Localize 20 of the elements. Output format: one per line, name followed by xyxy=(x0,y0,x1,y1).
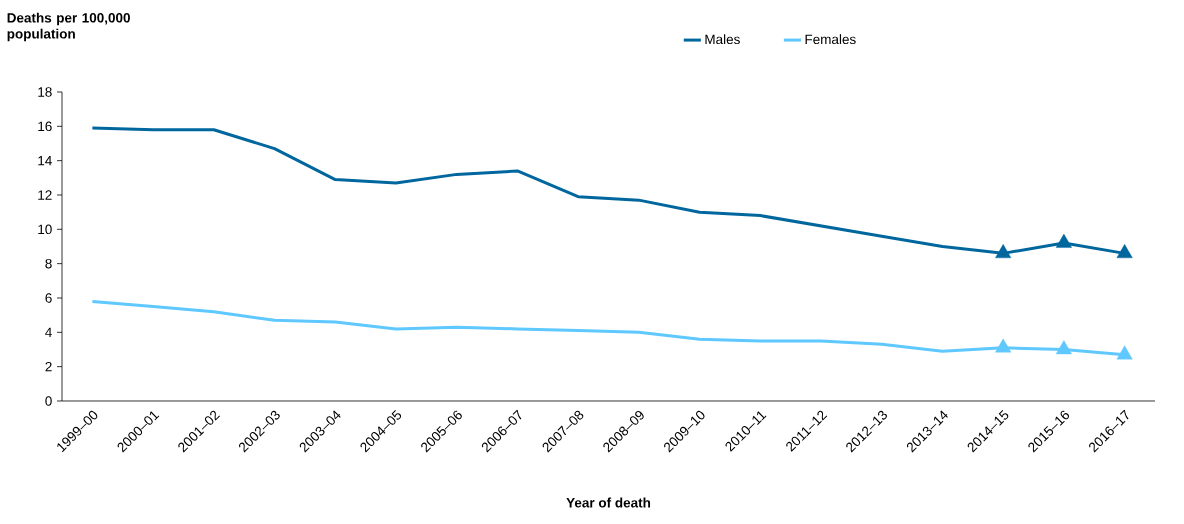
point xyxy=(1116,244,1133,259)
y-tick-label: 2 xyxy=(45,361,52,372)
point xyxy=(995,244,1012,259)
y-tick-label: 4 xyxy=(45,327,52,337)
y-tick-label: 10 xyxy=(38,224,52,235)
legend-label: Females xyxy=(805,34,856,45)
y-tick-label: 18 xyxy=(38,87,52,97)
y-tick-label: 12 xyxy=(38,190,52,200)
y-axis-title: Deaths per 100,000 population xyxy=(7,12,130,42)
point xyxy=(1116,345,1133,360)
x-axis-title: Year of death xyxy=(566,497,651,508)
point xyxy=(1055,340,1072,355)
y-tick-label: 14 xyxy=(38,156,52,166)
point xyxy=(995,338,1012,353)
y-tick-label: 0 xyxy=(45,396,52,406)
legend-label: Males xyxy=(705,34,740,45)
point xyxy=(1055,233,1072,248)
y-tick-label: 8 xyxy=(45,258,52,269)
y-tick-label: 6 xyxy=(45,293,52,303)
y-tick-label: 16 xyxy=(38,121,52,132)
